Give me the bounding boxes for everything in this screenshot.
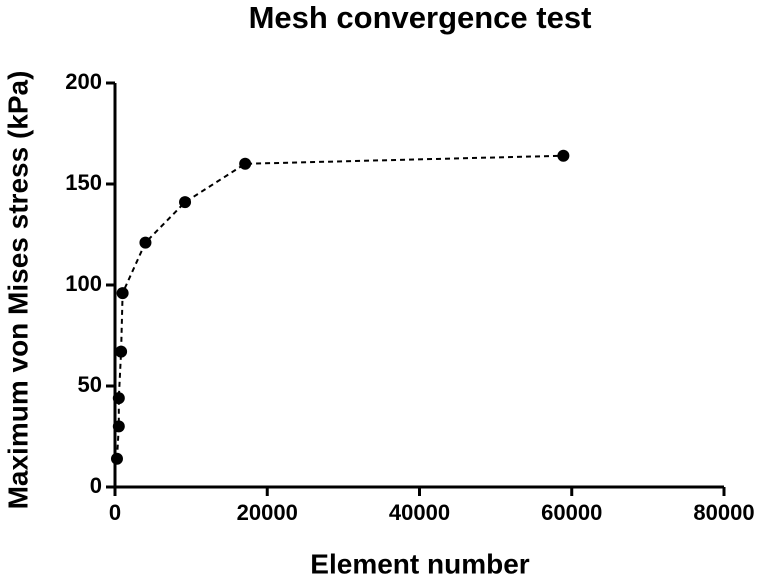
chart-title: Mesh convergence test <box>249 0 592 35</box>
data-point <box>112 392 125 405</box>
x-tick-label: 80000 <box>693 500 754 525</box>
y-tick-label: 100 <box>65 271 102 296</box>
data-point <box>557 149 570 162</box>
y-tick-label: 0 <box>90 473 102 498</box>
y-tick-label: 150 <box>65 170 102 195</box>
data-point <box>179 196 192 209</box>
y-tick-label: 50 <box>78 372 102 397</box>
x-tick-label: 0 <box>109 500 121 525</box>
data-point <box>139 236 152 249</box>
x-tick-label: 40000 <box>389 500 450 525</box>
data-point <box>116 287 129 300</box>
y-axis-label: Maximum von Mises stress (kPa) <box>2 71 33 510</box>
data-point <box>239 157 252 170</box>
data-point <box>112 420 125 433</box>
y-tick-label: 200 <box>65 69 102 94</box>
x-axis-label: Element number <box>310 548 529 579</box>
x-tick-label: 20000 <box>237 500 298 525</box>
data-point <box>115 345 128 358</box>
data-point <box>110 452 123 465</box>
x-tick-label: 60000 <box>541 500 602 525</box>
